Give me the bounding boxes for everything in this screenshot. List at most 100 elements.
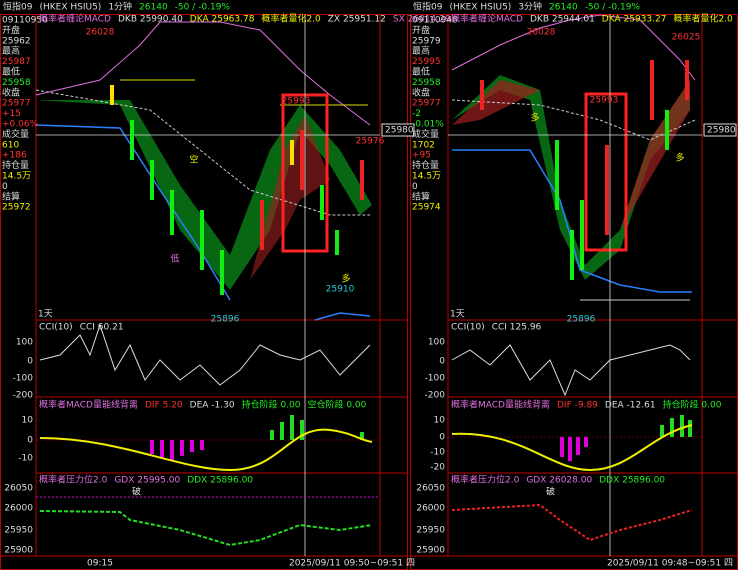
price-label: 25976: [356, 137, 385, 147]
price-label: 25993: [590, 96, 619, 106]
info-item: 14.5万: [2, 172, 31, 182]
cci-header: CCI(10): [39, 323, 73, 333]
line: [451, 14, 696, 81]
info-item: 09110950: [2, 16, 48, 26]
pressure-header: GDX 25995.00: [114, 476, 180, 486]
signal: 低: [170, 253, 179, 265]
axis-price-box: [381, 123, 415, 137]
pressure-tick: 26000: [4, 504, 33, 514]
indicator-header: ZX 25951.12: [328, 15, 386, 25]
macd-tick: 0: [27, 436, 33, 446]
info-item: +95: [412, 151, 431, 161]
band: [250, 115, 330, 280]
top-bar-item: 26140: [139, 3, 168, 13]
cci-tick: -200: [13, 391, 34, 401]
line: [314, 312, 371, 321]
top-bar-item: 3分钟: [518, 1, 542, 13]
price-label: 25993: [282, 97, 311, 107]
info-item: 25958: [2, 78, 31, 88]
info-item: 开盘: [412, 24, 430, 36]
cci-tick: -200: [425, 391, 446, 401]
top-bar-item: 恒指09: [413, 1, 443, 13]
indicator-header: SX 26014.29: [393, 15, 451, 25]
indicator-header: DKB 25944.01: [530, 15, 595, 25]
info-item: 最高: [412, 45, 430, 57]
macd-tick: -10: [430, 448, 445, 458]
info-item: 0: [412, 182, 418, 192]
top-bar-item: (HKEX HSIU5): [449, 3, 511, 13]
info-item: 610: [2, 140, 19, 150]
macd-header: 概率者MACD量能线背离: [39, 399, 138, 411]
info-item: 0: [2, 182, 8, 192]
time-label: 2025/09/11 09:50~09:51 四: [289, 559, 415, 569]
cci-header: CCI(10): [451, 323, 485, 333]
time-label: 09:15: [87, 559, 113, 569]
pressure-header: DDX 25896.00: [187, 476, 253, 486]
left-panel-decor: [0, 14, 408, 570]
break-mark: 破: [132, 486, 141, 498]
macd-header: 概率者MACD量能线背离: [451, 399, 550, 411]
macd-bars: [560, 437, 588, 461]
signal: 空: [189, 154, 198, 166]
info-item: 结算: [412, 190, 430, 202]
info-item: 最低: [412, 66, 430, 78]
macd-header: 空仓阶段 0.00: [307, 399, 366, 411]
indicator-header: 概率者量化2.0: [261, 13, 321, 25]
pressure-tick: 25950: [4, 526, 33, 536]
info-item: 收盘: [412, 86, 430, 98]
axis-price: 25980: [385, 126, 414, 136]
info-item: 25962: [2, 36, 31, 46]
cci-line: [451, 344, 691, 397]
pressure-tick: 25900: [416, 546, 445, 556]
pressure-line: [39, 510, 373, 547]
line: [35, 124, 231, 301]
indicator-header: 概率者缠论MACD: [39, 13, 111, 25]
pressure-tick: 25950: [416, 526, 445, 536]
pressure-header: 概率者压力位2.0: [451, 474, 520, 486]
candles: [555, 110, 669, 280]
top-bar-item: 26140: [549, 3, 578, 13]
period: 1天: [38, 310, 53, 320]
signal: 多: [530, 112, 539, 124]
highlight-box: [584, 92, 628, 252]
macd-tick: 0: [439, 433, 445, 443]
macd-header: DIF 5.20: [145, 401, 183, 411]
info-item: 25977: [2, 99, 31, 109]
indicator-header: 概率者量化2.0: [673, 13, 733, 25]
macd-header: DEA -1.30: [190, 401, 235, 411]
macd-header: DEA -12.61: [605, 401, 656, 411]
top-bar-item: -50 / -0.19%: [175, 3, 231, 13]
cci-tick: 0: [27, 357, 33, 367]
indicator-header: DKB 25990.40: [118, 15, 183, 25]
info-item: 25987: [2, 57, 31, 67]
right-panel-decor: [410, 14, 738, 570]
info-item: 成交量: [412, 128, 439, 140]
candles: [480, 60, 689, 235]
top-bar-item: 恒指09: [3, 1, 33, 13]
macd-header: 持仓阶段 0.00: [663, 399, 722, 411]
price-label: 26028: [86, 28, 115, 38]
line: [35, 21, 371, 126]
macd-line: [451, 424, 693, 472]
cci-tick: -100: [425, 374, 446, 384]
info-item: 成交量: [2, 128, 29, 140]
top-bar-item: (HKEX HSIU5): [39, 3, 101, 13]
signal: 多: [341, 273, 350, 285]
price-label: 25910: [326, 285, 355, 295]
info-item: 结算: [2, 190, 20, 202]
info-item: 1702: [412, 140, 435, 150]
break-mark: 破: [546, 486, 555, 498]
macd-tick: -20: [430, 463, 445, 473]
info-item: 最高: [2, 45, 20, 57]
time-label: 2025/09/11 09:48~09:51 四: [607, 559, 733, 569]
info-item: 25958: [412, 78, 441, 88]
axis-price-box: [703, 123, 737, 137]
macd-bars: [270, 415, 364, 440]
pressure-header: DDX 25896.00: [599, 476, 665, 486]
info-item: +0.06%: [2, 120, 39, 130]
cci-tick: 100: [428, 338, 445, 348]
pressure-header: GDX 26028.00: [526, 476, 592, 486]
pressure-header: 概率者压力位2.0: [39, 474, 108, 486]
price-label: 26025: [672, 33, 701, 43]
